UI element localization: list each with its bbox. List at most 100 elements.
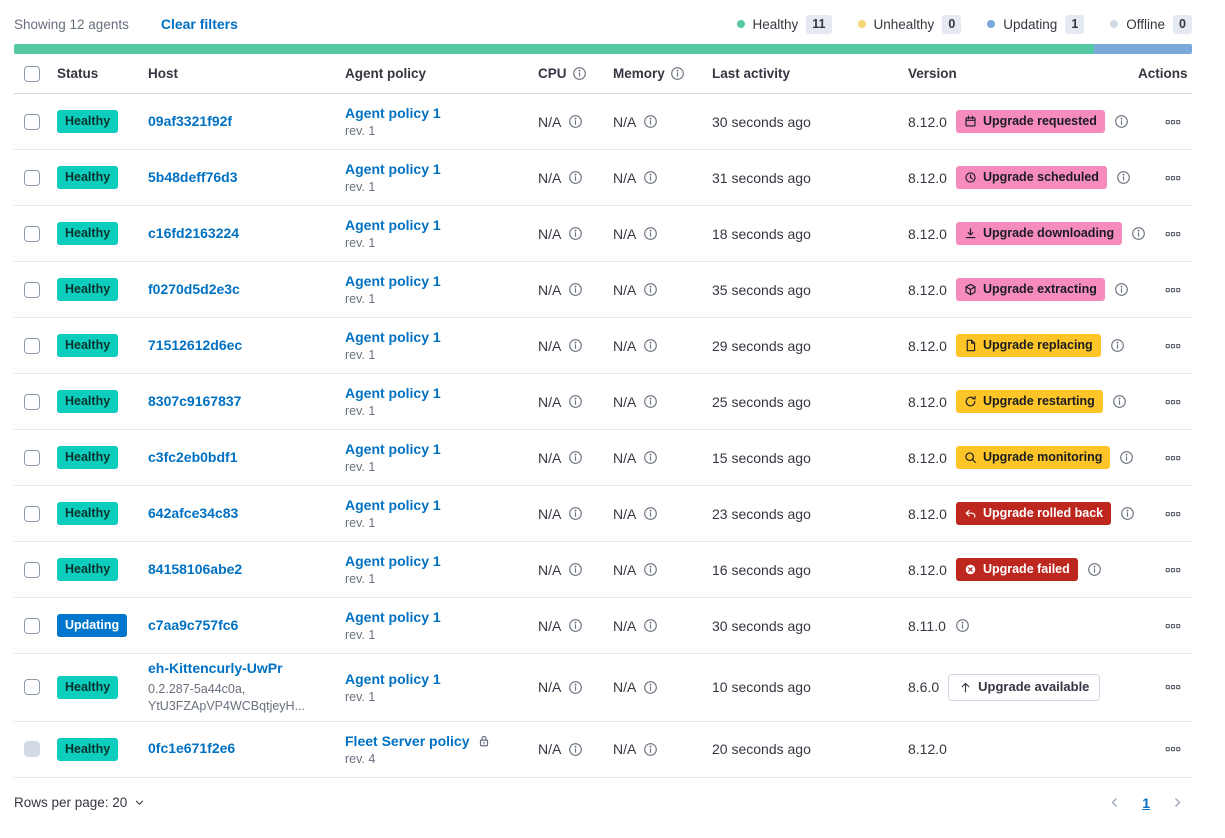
row-checkbox[interactable] <box>24 741 40 758</box>
agents-toolbar: Showing 12 agents Clear filters Healthy … <box>14 6 1192 42</box>
actions-button[interactable] <box>1165 170 1181 186</box>
actions-button[interactable] <box>1165 338 1181 354</box>
info-icon[interactable] <box>643 394 658 409</box>
agent-policy-link[interactable]: Agent policy 1 <box>345 670 441 687</box>
cpu-cell: N/A <box>538 562 613 578</box>
host-link[interactable]: 8307c9167837 <box>148 392 242 409</box>
agent-policy-link[interactable]: Agent policy 1 <box>345 273 441 289</box>
actions-button[interactable] <box>1165 562 1181 578</box>
info-icon[interactable] <box>568 282 583 297</box>
info-icon[interactable] <box>568 170 583 185</box>
host-link[interactable]: c7aa9c757fc6 <box>148 616 239 633</box>
cpu-cell: N/A <box>538 506 613 522</box>
actions-button[interactable] <box>1165 618 1181 634</box>
host-link[interactable]: 642afce34c83 <box>148 504 239 521</box>
info-icon[interactable] <box>568 618 583 633</box>
info-icon[interactable] <box>1114 282 1129 297</box>
actions-button[interactable] <box>1165 282 1181 298</box>
host-link[interactable]: 84158106abe2 <box>148 560 243 577</box>
host-link[interactable]: 5b48deff76d3 <box>148 168 238 185</box>
row-checkbox[interactable] <box>24 505 40 522</box>
row-checkbox[interactable] <box>24 113 40 130</box>
actions-button[interactable] <box>1165 226 1181 242</box>
info-icon[interactable] <box>643 506 658 521</box>
host-link[interactable]: 09af3321f92f <box>148 112 233 129</box>
actions-button[interactable] <box>1165 506 1181 522</box>
actions-button[interactable] <box>1165 114 1181 130</box>
info-icon[interactable] <box>1116 170 1131 185</box>
actions-button[interactable] <box>1165 679 1181 695</box>
info-icon[interactable] <box>1120 506 1135 521</box>
info-icon[interactable] <box>568 450 583 465</box>
info-icon[interactable] <box>1112 394 1127 409</box>
host-link[interactable]: c16fd2163224 <box>148 224 240 241</box>
next-page-button[interactable] <box>1171 796 1184 809</box>
rows-per-page-button[interactable]: Rows per page: 20 <box>14 795 145 810</box>
info-icon[interactable] <box>572 66 587 81</box>
info-icon[interactable] <box>643 338 658 353</box>
row-checkbox[interactable] <box>24 281 40 298</box>
host-link[interactable]: c3fc2eb0bdf1 <box>148 448 238 465</box>
status-badge: Healthy <box>57 389 119 414</box>
agent-policy-link[interactable]: Agent policy 1 <box>345 497 441 513</box>
info-icon[interactable] <box>643 226 658 241</box>
info-icon[interactable] <box>643 282 658 297</box>
agent-policy-link[interactable]: Agent policy 1 <box>345 441 441 457</box>
host-link[interactable]: 0fc1e671f2e6 <box>148 740 236 757</box>
row-checkbox[interactable] <box>24 679 40 696</box>
agent-policy-link[interactable]: Fleet Server policy <box>345 732 470 749</box>
actions-button[interactable] <box>1165 450 1181 466</box>
info-icon[interactable] <box>1110 338 1125 353</box>
agent-policy-link[interactable]: Agent policy 1 <box>345 329 441 345</box>
info-icon[interactable] <box>955 618 970 633</box>
info-icon[interactable] <box>643 742 658 757</box>
info-icon[interactable] <box>643 680 658 695</box>
info-icon[interactable] <box>568 506 583 521</box>
actions-button[interactable] <box>1165 741 1181 757</box>
info-icon[interactable] <box>568 562 583 577</box>
info-icon[interactable] <box>568 394 583 409</box>
agent-version: 8.11.0 <box>908 617 946 634</box>
select-all-checkbox[interactable] <box>24 65 40 82</box>
info-icon[interactable] <box>568 226 583 241</box>
column-header-memory: Memory <box>613 66 712 81</box>
info-icon[interactable] <box>643 114 658 129</box>
actions-button[interactable] <box>1165 394 1181 410</box>
info-icon[interactable] <box>568 338 583 353</box>
previous-page-button[interactable] <box>1108 796 1121 809</box>
agent-policy-link[interactable]: Agent policy 1 <box>345 609 441 625</box>
info-icon[interactable] <box>1131 226 1146 241</box>
agent-policy-link[interactable]: Agent policy 1 <box>345 161 441 177</box>
policy-revision: rev. 1 <box>345 628 376 642</box>
info-icon[interactable] <box>643 170 658 185</box>
info-icon[interactable] <box>643 618 658 633</box>
host-link[interactable]: eh-Kittencurly-UwPr <box>148 660 283 676</box>
agent-policy-link[interactable]: Agent policy 1 <box>345 553 441 569</box>
clear-filters-link[interactable]: Clear filters <box>160 16 238 32</box>
agent-policy-link[interactable]: Agent policy 1 <box>345 385 441 401</box>
info-icon[interactable] <box>568 680 583 695</box>
host-link[interactable]: 71512612d6ec <box>148 336 243 353</box>
info-icon[interactable] <box>1087 562 1102 577</box>
row-checkbox[interactable] <box>24 225 40 242</box>
row-checkbox[interactable] <box>24 617 40 634</box>
memory-value: N/A <box>613 281 637 298</box>
agent-policy-link[interactable]: Agent policy 1 <box>345 105 441 121</box>
host-link[interactable]: f0270d5d2e3c <box>148 280 240 297</box>
upgrade-status-badge: Upgrade downloading <box>955 221 1123 246</box>
info-icon[interactable] <box>643 562 658 577</box>
row-checkbox[interactable] <box>24 393 40 410</box>
row-checkbox[interactable] <box>24 337 40 354</box>
info-icon[interactable] <box>670 66 685 81</box>
row-checkbox[interactable] <box>24 169 40 186</box>
info-icon[interactable] <box>1119 450 1134 465</box>
info-icon[interactable] <box>643 450 658 465</box>
info-icon[interactable] <box>1114 114 1129 129</box>
row-checkbox[interactable] <box>24 449 40 466</box>
agent-policy-link[interactable]: Agent policy 1 <box>345 217 441 233</box>
info-icon[interactable] <box>568 742 583 757</box>
page-number-button[interactable]: 1 <box>1142 794 1150 811</box>
policy-revision: rev. 1 <box>345 348 376 362</box>
row-checkbox[interactable] <box>24 561 40 578</box>
info-icon[interactable] <box>568 114 583 129</box>
